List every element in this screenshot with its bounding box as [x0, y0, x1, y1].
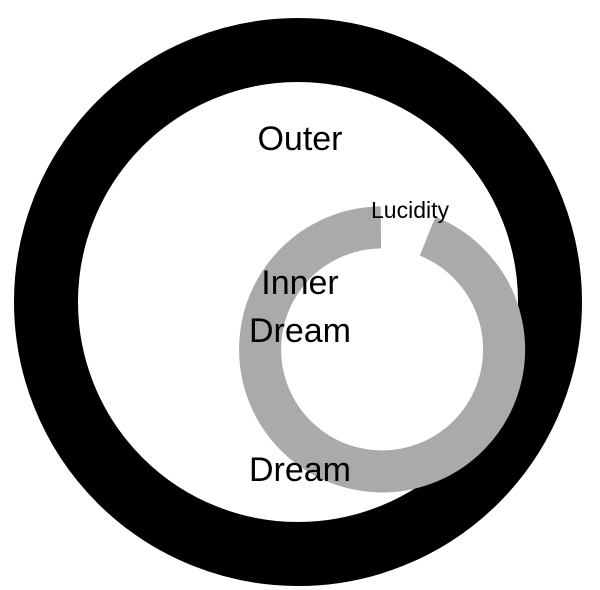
- inner-label-line1: Inner: [261, 264, 339, 302]
- outer-label-top: Outer: [257, 120, 342, 158]
- inner-dream-ring: [239, 206, 526, 493]
- inner-label-line2: Dream: [249, 312, 351, 350]
- lucidity-gap-label: Lucidity: [371, 197, 449, 223]
- outer-label-bottom: Dream: [249, 451, 351, 489]
- outer-dream-ring: [14, 18, 582, 586]
